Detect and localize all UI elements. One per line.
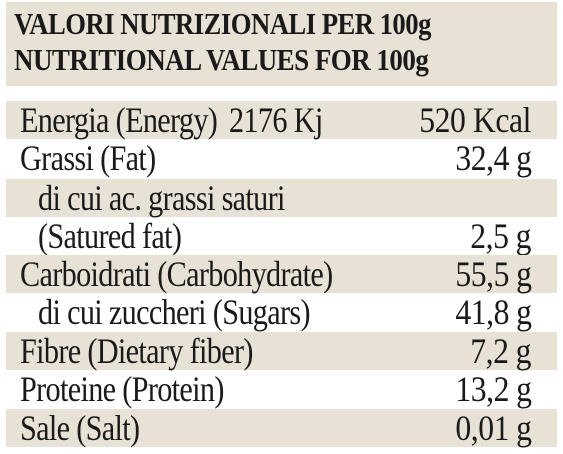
sugars-label: di cui zuccheri (Sugars): [38, 292, 311, 332]
carbohydrate-value: 55,5 g: [454, 254, 532, 294]
energy-kj-value: 2176 Kj: [228, 100, 323, 140]
salt-value: 0,01 g: [454, 408, 532, 448]
row-saturated-fat-italian: di cui ac. grassi saturi: [6, 179, 557, 217]
saturated-fat-value: 2,5 g: [470, 216, 531, 256]
fat-label: Grassi (Fat): [20, 138, 156, 178]
row-sugars: di cui zuccheri (Sugars) 41,8 g: [6, 293, 557, 331]
protein-value: 13,2 g: [454, 369, 532, 409]
saturated-fat-label: (Satured fat): [38, 216, 182, 256]
sugars-value: 41,8 g: [454, 292, 532, 332]
row-carbohydrate: Carboidrati (Carbohydrate) 55,5 g: [6, 255, 557, 293]
energy-label: Energia (Energy) 2176 Kj: [20, 100, 323, 140]
row-fiber: Fibre (Dietary fiber) 7,2 g: [6, 332, 557, 370]
row-energy: Energia (Energy) 2176 Kj 520 Kcal: [6, 101, 557, 139]
row-saturated-fat: (Satured fat) 2,5 g: [6, 217, 557, 255]
salt-label: Sale (Salt): [20, 408, 140, 448]
row-salt: Sale (Salt) 0,01 g: [6, 409, 557, 447]
row-fat: Grassi (Fat) 32,4 g: [6, 139, 557, 177]
row-protein: Proteine (Protein) 13,2 g: [6, 370, 557, 408]
carbohydrate-label: Carboidrati (Carbohydrate): [20, 254, 333, 294]
fiber-value: 7,2 g: [470, 331, 531, 371]
energy-kcal-value: 520 Kcal: [419, 100, 531, 140]
header-title-english: NUTRITIONAL VALUES FOR 100g: [14, 42, 429, 77]
table-header: VALORI NUTRIZIONALI PER 100g NUTRITIONAL…: [6, 2, 557, 86]
protein-label: Proteine (Protein): [20, 369, 224, 409]
fat-value: 32,4 g: [454, 138, 532, 178]
header-title-italian: VALORI NUTRIZIONALI PER 100g: [14, 6, 431, 41]
fiber-label: Fibre (Dietary fiber): [20, 331, 253, 371]
saturated-fat-italian-label: di cui ac. grassi saturi: [38, 178, 285, 218]
